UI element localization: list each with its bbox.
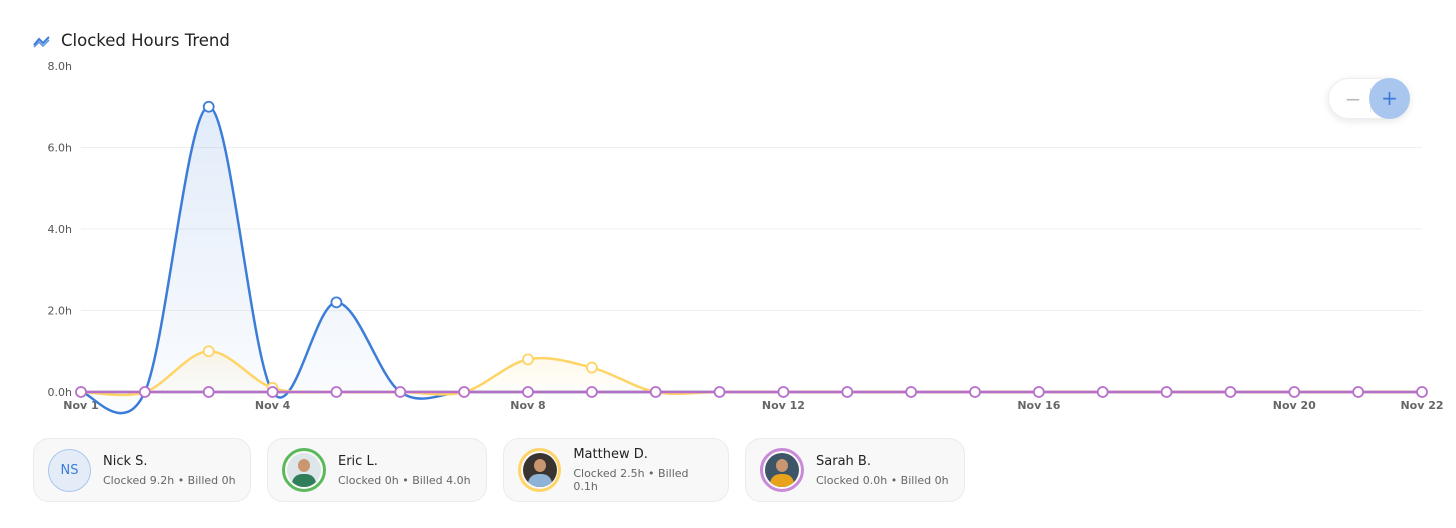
y-tick-label: 4.0h: [48, 223, 72, 236]
data-point: [905, 386, 918, 398]
series-line: [80, 349, 1422, 397]
data-point: [649, 386, 662, 398]
data-point: [1352, 386, 1365, 398]
data-point: [202, 345, 215, 358]
y-tick-label: 8.0h: [48, 60, 72, 73]
legend-card-eric[interactable]: Eric L. Clocked 0h • Billed 4.0h: [267, 438, 487, 502]
legend-stats: Clocked 0.0h • Billed 0h: [816, 473, 949, 487]
zoom-in-button[interactable]: +: [1369, 78, 1410, 119]
data-point: [266, 386, 279, 398]
x-tick-label: Nov 16: [1017, 399, 1060, 412]
zoom-controls: − +: [1328, 78, 1410, 119]
x-tick-label: Nov 20: [1273, 399, 1316, 412]
data-point: [202, 386, 215, 398]
avatar: [760, 448, 804, 492]
data-point: [1224, 386, 1237, 398]
data-point: [75, 386, 87, 398]
data-point: [394, 386, 407, 398]
data-point: [585, 386, 598, 398]
x-tick-label: Nov 12: [762, 399, 805, 412]
data-point: [522, 386, 534, 398]
x-tick-label: Nov 22: [1400, 399, 1443, 412]
zoom-out-button[interactable]: −: [1344, 87, 1362, 111]
avatar: [518, 448, 562, 492]
legend-card-matthew[interactable]: Matthew D. Clocked 2.5h • Billed 0.1h: [503, 438, 729, 502]
data-point: [1288, 386, 1301, 398]
data-point: [202, 100, 215, 113]
data-point: [1096, 386, 1109, 398]
data-point: [1160, 386, 1173, 398]
data-point: [1416, 386, 1428, 398]
avatar: NS: [48, 448, 91, 492]
data-point: [585, 361, 598, 374]
legend-name: Nick S.: [103, 453, 148, 469]
legend-name: Matthew D.: [573, 447, 648, 462]
x-tick-label: Nov 8: [510, 399, 545, 412]
legend-card-sarah[interactable]: Sarah B. Clocked 0.0h • Billed 0h: [745, 438, 965, 502]
legend-name: Eric L.: [338, 453, 378, 469]
x-tick-label: Nov 1: [63, 399, 98, 412]
data-point: [138, 386, 151, 398]
legend-name: Sarah B.: [816, 453, 871, 469]
legend-stats: Clocked 0h • Billed 4.0h: [338, 473, 471, 487]
avatar: [282, 448, 326, 492]
data-point: [1032, 386, 1045, 398]
series-area: [81, 106, 1422, 414]
y-tick-label: 2.0h: [48, 305, 72, 318]
y-tick-label: 6.0h: [48, 142, 72, 155]
data-point: [841, 386, 854, 398]
legend: NS Nick S. Clocked 9.2h • Billed 0h Eric …: [33, 438, 965, 502]
legend-stats: Clocked 9.2h • Billed 0h: [103, 473, 236, 487]
chart-header: Clocked Hours Trend: [33, 31, 230, 50]
series-line: [80, 105, 1422, 415]
data-point: [713, 386, 726, 398]
legend-card-nick[interactable]: NS Nick S. Clocked 9.2h • Billed 0h: [33, 438, 251, 502]
data-point: [330, 386, 343, 398]
avatar-initials: NS: [60, 462, 79, 478]
data-point: [522, 353, 534, 366]
data-point: [330, 296, 343, 309]
data-point: [969, 386, 981, 398]
series-area: [81, 351, 1422, 396]
legend-stats: Clocked 2.5h • Billed 0.1h: [573, 467, 689, 493]
trending-icon: [33, 35, 50, 48]
x-tick-label: Nov 4: [255, 399, 291, 412]
y-tick-label: 0.0h: [48, 386, 72, 399]
line-chart: 0.0h 2.0h 4.0h 6.0h 8.0h Nov 1 Nov 4 Nov 8 Nov 1…: [48, 60, 1444, 415]
data-point: [777, 386, 790, 398]
chart-title: Clocked Hours Trend: [61, 31, 230, 50]
data-point: [458, 386, 471, 398]
